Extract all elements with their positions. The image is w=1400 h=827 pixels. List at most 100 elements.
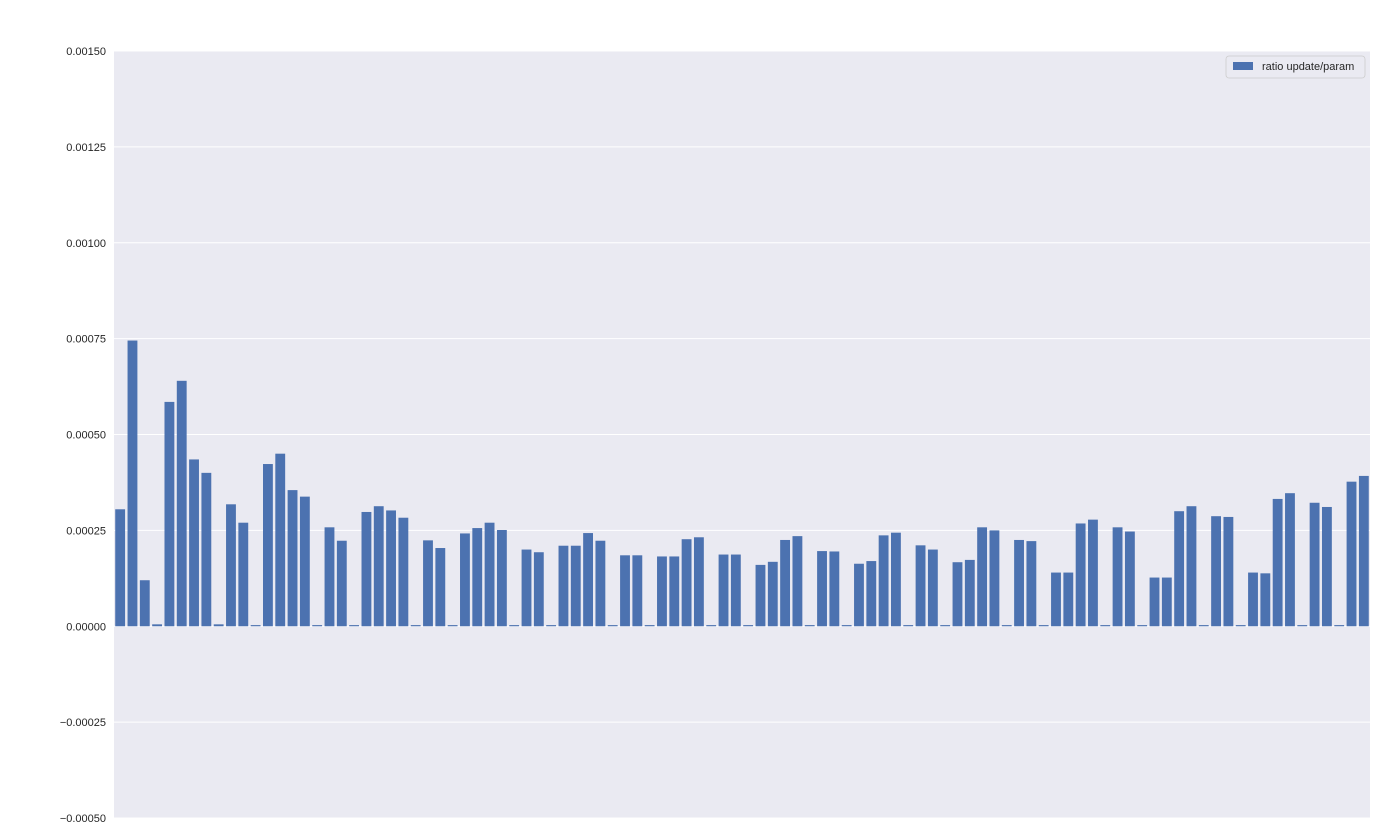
bar: [989, 530, 1000, 627]
y-tick-label: −0.00025: [60, 717, 106, 729]
bar: [693, 537, 704, 627]
bar: [521, 549, 532, 627]
legend: ratio update/param: [1225, 55, 1366, 79]
y-tick-label: 0.00125: [66, 142, 106, 154]
bar: [767, 561, 778, 627]
bar: [1026, 541, 1037, 627]
bar: [854, 563, 864, 627]
bar: [718, 554, 729, 627]
bar: [238, 522, 249, 627]
bar: [1198, 625, 1209, 627]
bar: [755, 564, 766, 627]
bar: [189, 459, 199, 627]
bar: [1272, 498, 1283, 627]
bar: [1248, 572, 1258, 627]
bar: [201, 472, 212, 627]
bar: [632, 555, 643, 627]
bar: [1112, 527, 1123, 627]
bar: [1051, 572, 1061, 627]
bar: [336, 540, 347, 627]
bar: [509, 625, 520, 627]
bar: [891, 532, 901, 627]
bar: [1149, 577, 1160, 627]
bar: [164, 401, 175, 627]
bar: [386, 510, 396, 627]
bar: [176, 380, 187, 627]
bar: [1088, 519, 1098, 627]
bar: [115, 509, 126, 627]
bars: [115, 340, 1369, 627]
bar: [558, 545, 569, 627]
bar: [1334, 625, 1345, 627]
bar: [472, 528, 483, 627]
bar: [878, 535, 889, 627]
bar: [620, 555, 630, 627]
bar: [952, 562, 963, 627]
bar: [1014, 539, 1024, 627]
bar: [866, 561, 877, 627]
bar: [681, 539, 692, 627]
bar: [1001, 625, 1012, 627]
bar: [743, 625, 754, 627]
bar: [361, 511, 372, 627]
bar: [1321, 506, 1332, 627]
y-tick-label: 0.00000: [66, 621, 106, 633]
bar: [447, 625, 458, 627]
bar: [1161, 577, 1172, 627]
bar: [127, 340, 138, 627]
bar: [583, 533, 593, 627]
bar: [213, 624, 224, 627]
y-tick-label: 0.00050: [66, 430, 106, 442]
bar: [1186, 506, 1197, 627]
bar: [1297, 625, 1308, 627]
y-tick-label: 0.00150: [66, 46, 106, 58]
bar: [484, 522, 495, 627]
bar: [226, 504, 236, 627]
bar: [299, 496, 310, 627]
bar: [607, 625, 618, 627]
bar: [1223, 516, 1234, 627]
bar: [1260, 573, 1271, 627]
bar: [410, 625, 421, 627]
bar: [595, 540, 606, 627]
bar: [546, 625, 557, 627]
bar: [1285, 493, 1295, 627]
bar: [423, 540, 433, 627]
bar: [1124, 531, 1135, 627]
bar: [1346, 481, 1357, 627]
bar: [1174, 511, 1185, 627]
bar: [792, 536, 803, 627]
bar: [940, 625, 951, 627]
bar: [1309, 502, 1320, 627]
y-tick-label: 0.00075: [66, 334, 106, 346]
bar: [435, 548, 446, 627]
bar: [730, 554, 741, 627]
bar: [139, 580, 150, 627]
legend-swatch: [1233, 62, 1253, 70]
bar: [1358, 475, 1369, 627]
bar: [287, 490, 298, 627]
bar: [349, 625, 360, 627]
bar: [312, 625, 323, 627]
y-tick-label: 0.00025: [66, 525, 106, 537]
bar: [669, 556, 680, 627]
bar: [570, 545, 581, 627]
bar: [927, 549, 938, 627]
bar: [1211, 516, 1221, 627]
bar: [903, 625, 914, 627]
bar: [817, 551, 827, 627]
y-axis: −0.00050 −0.00025 0.00000 0.00025 0.00050 0.0…: [60, 46, 106, 825]
y-tick-label: −0.00050: [60, 813, 106, 825]
bar: [1063, 572, 1074, 627]
bar: [804, 625, 815, 627]
bar: [533, 552, 544, 627]
bar: [275, 453, 286, 627]
bar: [1100, 625, 1111, 627]
bar: [1235, 625, 1246, 627]
bar: [780, 539, 791, 627]
bar: [398, 517, 409, 627]
bar: [964, 559, 975, 627]
bar: [152, 624, 163, 627]
bar: [263, 464, 273, 627]
